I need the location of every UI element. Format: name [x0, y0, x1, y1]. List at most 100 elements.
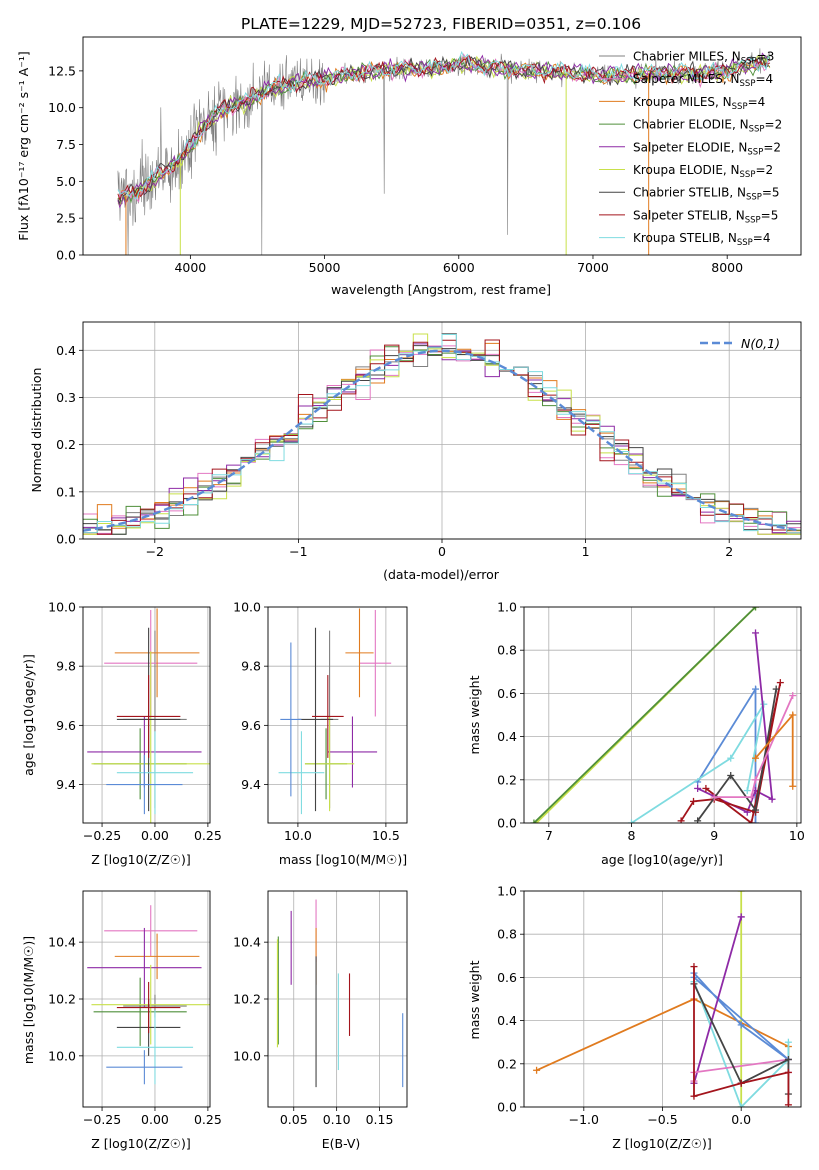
x-tick-label: −1.0	[569, 1112, 599, 1127]
plot-area	[87, 608, 210, 823]
y-tick-label: 9.6	[241, 718, 261, 733]
y-tick-label: 0.0	[56, 532, 76, 547]
x-tick-label: 2	[725, 544, 733, 559]
mass-weight-series	[631, 703, 765, 823]
mass-weight-series	[533, 607, 757, 823]
plot-area	[530, 607, 797, 823]
error-bar-point	[304, 716, 355, 812]
mass-weight-marker	[690, 797, 698, 805]
mass-weight-marker	[747, 819, 755, 823]
mass-weight-marker	[747, 793, 755, 801]
y-axis-label: mass weight	[467, 960, 482, 1039]
error-bar-point	[359, 609, 392, 717]
legend-entry: Salpeter ELODIE, NSSP=2	[633, 140, 781, 157]
mass-weight-marker	[690, 1092, 698, 1100]
mass-weight-marker	[743, 787, 751, 795]
y-tick-label: 10.0	[48, 600, 76, 615]
y-axis-label: Normed distribution	[29, 368, 44, 493]
spectrum-panel: 4000 5000 6000 7000 8000 0.0 2.5 5.0 7.5 10.0 12.5…	[16, 36, 802, 297]
age-vs-mass-panel: 10.0 10.5 9.4 9.6 9.8 10.0 mass [log10(M/M☉)]	[233, 600, 408, 867]
mass-weight-marker	[694, 817, 702, 823]
x-tick-label: 0.00	[141, 828, 169, 843]
error-bar-point	[106, 1050, 183, 1085]
y-tick-label: 10.0	[233, 1048, 261, 1063]
mass-weight-marker	[677, 817, 685, 823]
x-tick-label: −0.25	[83, 828, 121, 843]
y-tick-label: 0.6	[497, 686, 517, 701]
mass-weight-marker	[727, 754, 735, 762]
plot-area	[278, 608, 392, 815]
x-tick-label: 6000	[443, 260, 475, 275]
error-bar-point	[311, 675, 344, 758]
x-tick-label: 4000	[174, 260, 206, 275]
error-bar-point	[280, 642, 302, 797]
mass-weight-marker	[627, 819, 635, 823]
y-tick-label: 2.5	[56, 211, 76, 226]
x-tick-label: 0.15	[366, 1112, 394, 1127]
error-bar-point	[297, 627, 334, 812]
mass-weight-series	[696, 688, 778, 822]
y-tick-label: 0.8	[497, 927, 517, 942]
legend-entry: Kroupa ELODIE, NSSP=2	[633, 163, 773, 180]
y-tick-label: 9.8	[241, 659, 261, 674]
mass-weight-marker	[737, 1103, 745, 1107]
y-tick-label: 0.0	[497, 816, 517, 831]
weight-vs-age-panel: 7 8 9 10 0.0 0.2 0.4 0.6 0.8 1.0 age [log10(age/yr…	[467, 600, 805, 868]
mass-weight-series	[693, 916, 743, 1084]
mass-vs-ebv-panel: 0.05 0.10 0.15 10.0 10.2 10.4 E(B-V)	[233, 890, 408, 1151]
y-axis-label: age [log10(age/yr)]	[21, 654, 36, 776]
x-tick-label: 9	[710, 828, 718, 843]
y-tick-label: 9.6	[56, 718, 76, 733]
plot-area	[276, 899, 404, 1088]
mass-weight-marker	[752, 776, 760, 784]
axes-frame	[523, 606, 802, 824]
mass-weight-marker	[789, 692, 797, 700]
error-bar-point	[91, 651, 210, 823]
x-tick-label: 8	[628, 828, 636, 843]
y-tick-label: 9.4	[56, 777, 76, 792]
error-bar-point	[116, 981, 181, 1034]
y-tick-label: 10.4	[233, 935, 261, 950]
y-tick-label: 9.8	[56, 659, 76, 674]
error-bar-point	[93, 977, 187, 1046]
mass-weight-marker	[530, 819, 538, 823]
x-tick-label: 0.25	[194, 1112, 222, 1127]
plot-area	[87, 905, 210, 1085]
mass-vs-metallicity-panel: −0.25 0.00 0.25 10.0 10.2 10.4 Z [log10(Z/Z☉)]…	[21, 890, 222, 1151]
plot-area	[83, 333, 801, 539]
x-tick-label: 10.5	[372, 828, 400, 843]
y-axis-label: mass [log10(M/M☉)]	[21, 936, 36, 1064]
x-tick-label: 0.05	[280, 1112, 308, 1127]
model-spectrum-line	[117, 55, 771, 201]
x-tick-label: 8000	[711, 260, 743, 275]
mass-weight-marker	[784, 1101, 792, 1107]
mass-weight-series	[693, 981, 790, 1107]
axes-frame	[267, 606, 408, 824]
error-bar-point	[87, 927, 202, 1008]
axes-frame	[82, 606, 211, 824]
x-tick-label: 0.00	[141, 1112, 169, 1127]
y-tick-label: 7.5	[56, 137, 76, 152]
spectrum-legend: Chabrier MILES, NSSP=3 Salpeter MILES, NS…	[599, 50, 782, 248]
mass-weight-marker	[784, 1038, 792, 1046]
y-tick-label: 0.6	[497, 970, 517, 985]
mass-weight-marker	[690, 963, 698, 971]
plot-area	[533, 891, 792, 1107]
y-tick-label: 0.0	[56, 248, 76, 263]
mass-weight-marker	[789, 782, 797, 790]
legend-entry: Kroupa STELIB, NSSP=4	[633, 231, 771, 248]
mass-weight-marker	[784, 1055, 792, 1063]
x-tick-label: −2	[146, 544, 164, 559]
y-tick-label: 0.1	[56, 484, 76, 499]
mass-weight-marker	[737, 913, 745, 921]
mass-weight-marker	[784, 1068, 792, 1076]
plot-area	[117, 48, 771, 255]
axes-frame	[82, 36, 802, 256]
x-axis-label: (data-model)/error	[383, 567, 500, 582]
error-bar-point	[114, 933, 200, 980]
legend-entry: N(0,1)	[741, 336, 780, 351]
error-bar-point	[345, 608, 374, 698]
x-tick-label: 0.25	[194, 828, 222, 843]
y-tick-label: 1.0	[497, 600, 517, 615]
